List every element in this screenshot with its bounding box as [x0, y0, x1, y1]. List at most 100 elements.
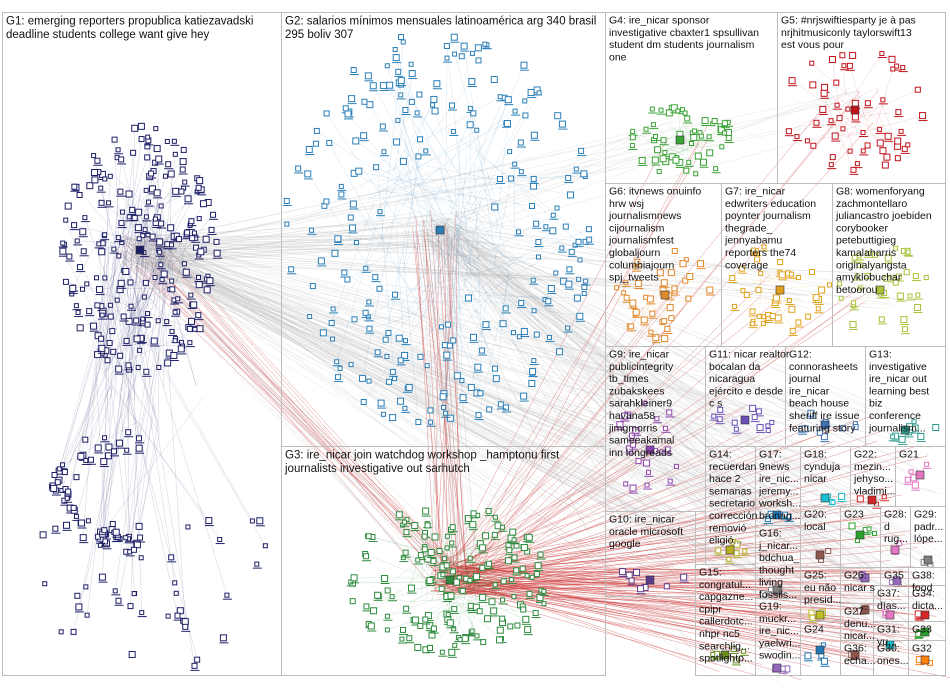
- graph-node: [156, 364, 162, 370]
- graph-node: [366, 378, 372, 384]
- edge: [425, 232, 453, 600]
- edge: [466, 142, 700, 595]
- graph-node: [181, 618, 189, 626]
- graph-node: [188, 317, 196, 325]
- edge: [153, 246, 741, 426]
- graph-node: [172, 309, 178, 315]
- graph-node: [520, 392, 528, 400]
- edge: [444, 223, 448, 579]
- edge: [141, 261, 936, 493]
- graph-node: [94, 157, 101, 164]
- edge: [88, 311, 159, 433]
- graph-node: [109, 520, 116, 527]
- edge: [112, 139, 142, 345]
- graph-node: [254, 561, 260, 567]
- edge: [401, 80, 456, 170]
- group-label: 295 boliv 307: [285, 29, 353, 41]
- edge: [146, 231, 421, 259]
- graph-node: [459, 378, 465, 384]
- group-label: yu...: [877, 636, 897, 648]
- edge: [429, 247, 562, 327]
- edge: [98, 365, 220, 540]
- edge: [375, 167, 487, 219]
- edge: [142, 261, 453, 562]
- edge: [444, 228, 589, 288]
- graph-node: [923, 275, 929, 281]
- graph-node: [146, 199, 152, 205]
- graph-node: [152, 159, 159, 166]
- group-label: vladimi...: [854, 485, 895, 497]
- group-label: lópe...: [914, 533, 943, 545]
- edge: [759, 279, 762, 317]
- edge: [133, 235, 886, 549]
- graph-node: [630, 128, 636, 134]
- graph-node: [397, 77, 405, 85]
- group-label: student dm students journalism: [609, 39, 755, 51]
- graph-node: [441, 556, 447, 562]
- edge: [152, 254, 433, 589]
- graph-node: [187, 340, 193, 346]
- graph-node: [536, 90, 542, 96]
- edge: [647, 272, 661, 311]
- edge: [437, 239, 868, 631]
- edge: [632, 137, 692, 152]
- graph-node: [479, 564, 486, 571]
- graph-node: [682, 110, 688, 116]
- graph-node: [193, 244, 200, 251]
- edge: [422, 236, 756, 411]
- graph-node: [699, 158, 707, 166]
- graph-node: [841, 63, 847, 69]
- graph-node: [715, 547, 722, 554]
- graph-node: [348, 95, 356, 103]
- graph-node: [79, 534, 87, 542]
- graph-node: [195, 312, 202, 319]
- edge: [120, 239, 465, 255]
- graph-node: [169, 242, 175, 248]
- edge: [462, 517, 874, 568]
- edge: [155, 245, 883, 309]
- graph-node: [474, 44, 482, 52]
- graph-node: [366, 101, 374, 109]
- graph-node: [664, 326, 671, 333]
- graph-node: [344, 276, 351, 283]
- graph-node: [414, 110, 420, 116]
- edge: [398, 71, 423, 293]
- graph-node: [879, 147, 887, 155]
- graph-node: [446, 414, 454, 422]
- graph-node: [905, 142, 911, 148]
- group-label: muckr...: [759, 613, 796, 625]
- graph-node: [830, 499, 836, 505]
- graph-node: [107, 173, 113, 179]
- group-label: 9news: [759, 461, 789, 473]
- group-label: G21: [899, 449, 919, 461]
- graph-node: [550, 212, 556, 218]
- edge: [354, 316, 411, 320]
- graph-node: [128, 650, 136, 658]
- edge: [157, 237, 863, 626]
- edge: [105, 397, 121, 535]
- graph-node: [629, 134, 636, 141]
- graph-node: [385, 330, 392, 337]
- graph-node: [61, 469, 68, 476]
- graph-node: [417, 136, 424, 143]
- edge: [353, 203, 423, 286]
- graph-node: [444, 55, 450, 61]
- graph-node: [213, 238, 220, 245]
- graph-node: [129, 206, 136, 213]
- edge: [164, 233, 421, 255]
- graph-node: [476, 608, 483, 615]
- graph-node: [755, 408, 762, 415]
- edge: [439, 565, 539, 603]
- graph-node: [335, 374, 342, 381]
- graph-node: [640, 316, 648, 324]
- graph-node: [421, 546, 428, 553]
- graph-node: [158, 220, 165, 227]
- edge: [453, 229, 741, 430]
- group-label: G36:: [844, 643, 867, 655]
- graph-node: [392, 46, 398, 52]
- graph-node: [417, 353, 424, 360]
- graph-node: [849, 320, 857, 328]
- graph-node: [135, 522, 143, 530]
- edge: [140, 252, 912, 659]
- edge: [426, 219, 681, 288]
